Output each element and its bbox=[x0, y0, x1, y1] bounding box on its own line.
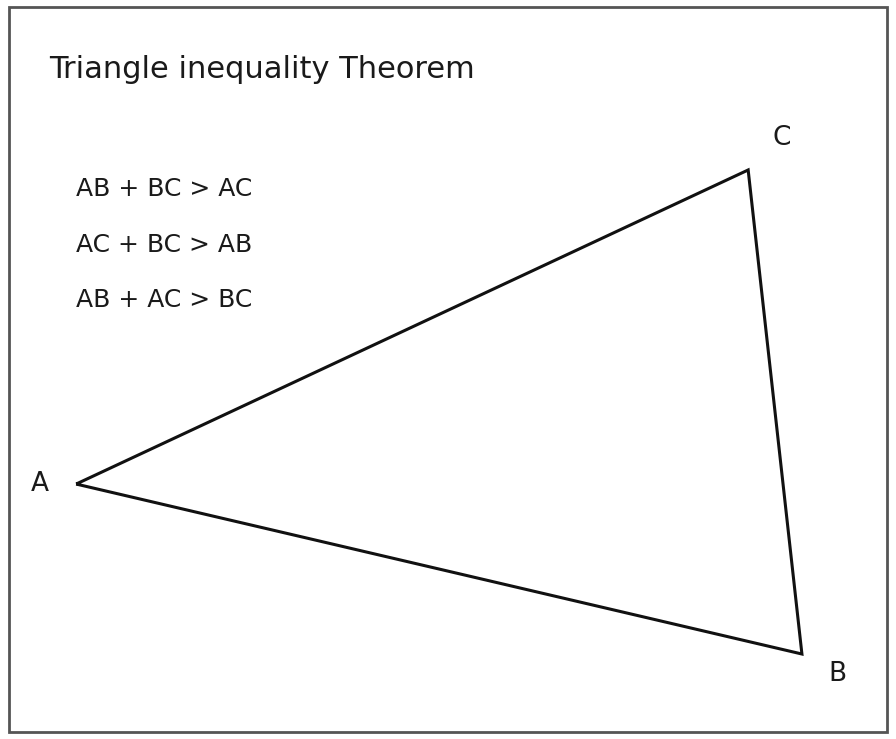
Text: AB + BC > AC: AB + BC > AC bbox=[76, 177, 253, 201]
Text: B: B bbox=[829, 661, 847, 687]
Text: C: C bbox=[772, 126, 791, 151]
Text: AB + AC > BC: AB + AC > BC bbox=[76, 288, 253, 312]
Text: A: A bbox=[31, 471, 49, 497]
Text: Triangle inequality Theorem: Triangle inequality Theorem bbox=[49, 55, 475, 84]
Text: AC + BC > AB: AC + BC > AB bbox=[76, 233, 253, 256]
